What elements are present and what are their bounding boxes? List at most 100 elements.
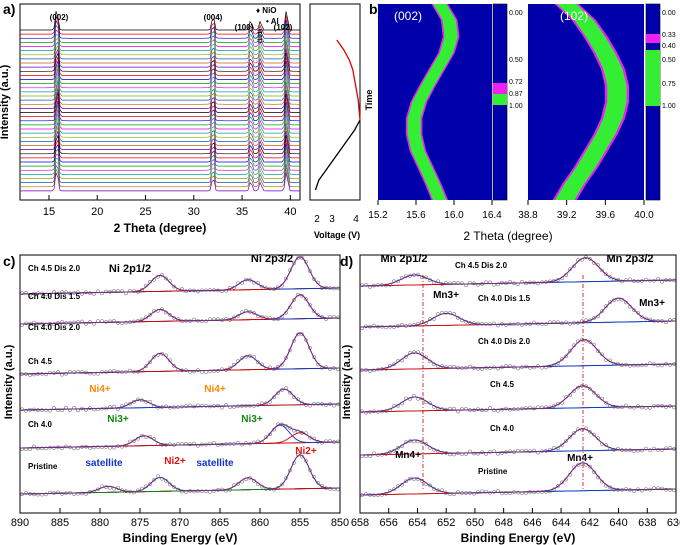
xps-data-point [408, 323, 412, 328]
xps-data-point [240, 356, 244, 360]
xps-data-point [388, 488, 392, 493]
xps-data-point [148, 360, 152, 365]
xps-data-point [132, 319, 136, 324]
xps-data-point [624, 448, 628, 453]
voltage-tick-4: 4 [353, 214, 359, 225]
xps-data-point [500, 451, 504, 455]
xps-data-point [216, 443, 220, 448]
xps-data-point [556, 277, 560, 282]
xps-data-point [180, 287, 184, 291]
xps-data-point [488, 490, 492, 495]
xps-data-point [84, 290, 88, 295]
xps-data-point [508, 279, 512, 284]
xps-data-point [280, 314, 284, 319]
xps-data-point [260, 440, 264, 445]
xps-data-point [188, 319, 192, 323]
xps-data-point [80, 370, 84, 374]
xps-data-point [332, 440, 336, 444]
xps-data-point [244, 277, 248, 282]
panel-a: 15 20 25 30 35 40 a) 2 Theta (degree) Intensi… [0, 1, 361, 240]
xps-data-point [452, 281, 456, 285]
xps-data-point [564, 273, 568, 277]
xps-data-point [408, 274, 412, 278]
colorbar-102-tick-4: 0.75 [662, 81, 676, 88]
xtick-label: 20 [91, 206, 103, 218]
xps-data-point [568, 472, 572, 477]
xps-data-point [244, 308, 248, 313]
xps-data-point [124, 320, 128, 325]
xps-data-point [312, 309, 316, 314]
xps-data-point [316, 313, 320, 317]
xps-data-point [28, 321, 32, 326]
xps-data-point [252, 311, 256, 315]
xps-data-point [520, 449, 524, 453]
xps-data-point [324, 317, 328, 321]
xps-data-point [480, 489, 484, 494]
xps-data-point [236, 482, 240, 486]
xps-data-point [76, 408, 80, 413]
xps-data-point [496, 323, 500, 328]
xps-data-point [576, 321, 580, 325]
xps-data-point [612, 487, 616, 492]
xps-data-point [392, 279, 396, 284]
xps-data-point [212, 441, 216, 445]
xps-data-point [92, 445, 96, 450]
xps-data-point [332, 314, 336, 319]
xps-data-point [308, 435, 312, 440]
xps-data-point [448, 364, 452, 369]
xps-data-point [120, 444, 124, 449]
colorbar-102 [645, 3, 661, 201]
xps-data-point [424, 442, 428, 446]
xps-data-point [480, 367, 484, 371]
xps-data-point [444, 281, 448, 285]
xps-data-point [244, 403, 248, 408]
xps-data-point [640, 488, 644, 493]
voltage-xlabel: Voltage (V) [314, 230, 360, 240]
xps-data-point [564, 477, 568, 482]
xps-data-point [624, 487, 628, 491]
xps-data-point [432, 447, 436, 452]
xps-data-point [256, 439, 260, 444]
xps-data-point [20, 447, 24, 452]
xps-data-point [308, 269, 312, 274]
xps-data-point [200, 489, 204, 494]
panel-c-traces [19, 255, 341, 497]
xrd-trace [20, 134, 300, 155]
xps-data-point [284, 310, 288, 315]
xtick-label: 16.4 [482, 210, 502, 221]
xps-data-point [80, 292, 84, 296]
xps-data-point [328, 286, 332, 290]
xps-data-point [144, 315, 148, 320]
xps-data-point [420, 440, 424, 444]
xps-data-point [628, 304, 632, 309]
xps-data-point [424, 355, 428, 360]
xps-data-point [448, 492, 452, 496]
trace-label-d-1: Ch 4.0 Dis 1.5 [478, 294, 531, 303]
xrd-trace [20, 130, 300, 150]
xps-data-point [160, 273, 164, 277]
xps-data-point [240, 310, 244, 315]
xrd-trace [20, 40, 300, 60]
xps-data-point [516, 282, 520, 287]
xps-data-point [480, 321, 484, 326]
xps-data-point [452, 452, 456, 457]
xps-data-point [388, 283, 392, 287]
xps-data-point [600, 396, 604, 401]
xps-data-point [92, 407, 96, 412]
xps-data-point [368, 409, 372, 414]
xps-data-point [336, 367, 340, 372]
xps-data-point [312, 401, 316, 406]
xps-data-point [372, 493, 376, 498]
xps-data-point [268, 365, 272, 370]
xps-data-point [272, 395, 276, 400]
xps-data-point [184, 318, 188, 323]
xps-data-point [596, 394, 600, 398]
panel-b-xticks: 15.2 15.6 16.0 16.4 38.8 39.2 39.6 40.0 [368, 200, 654, 221]
xps-data-point [64, 444, 68, 449]
xps-data-point [456, 451, 460, 456]
xps-data-point [224, 403, 228, 407]
xps-data-point [564, 320, 568, 325]
xps-data-point [228, 365, 232, 370]
xps-data-point [324, 285, 328, 290]
xps-data-point [424, 321, 428, 325]
